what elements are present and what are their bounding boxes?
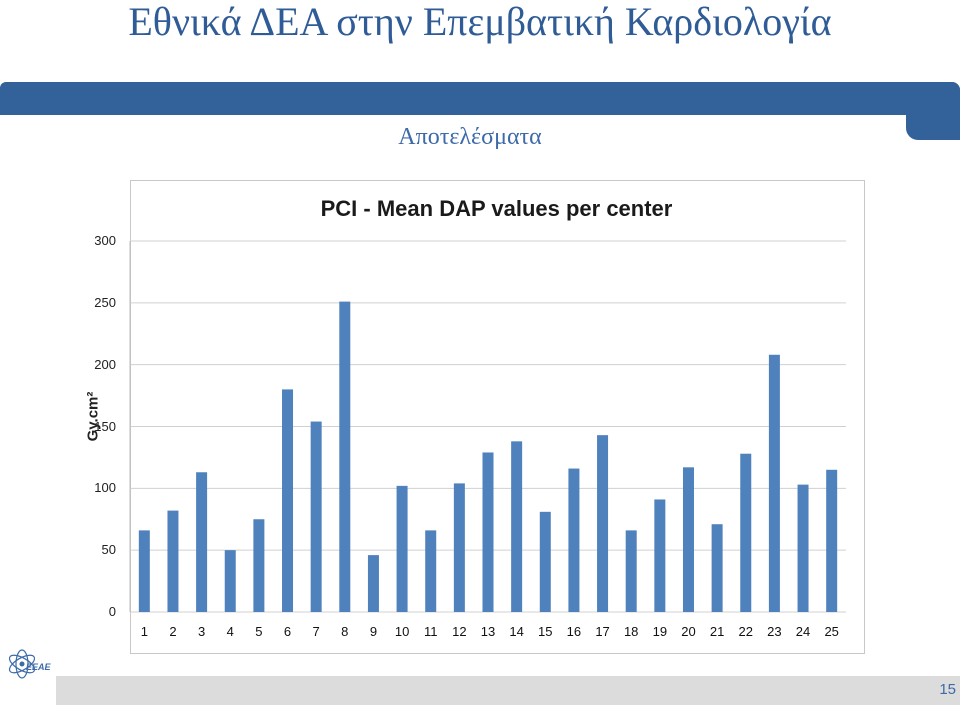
slide-title: Εθνικά ΔΕΑ στην Επεμβατική Καρδιολογία — [128, 0, 832, 44]
x-tick-label: 11 — [423, 624, 438, 639]
eeae-logo-icon: ΕΕΑΕ — [8, 649, 52, 679]
x-tick-label: 1 — [140, 624, 148, 639]
x-tick-label: 25 — [824, 624, 839, 639]
bar-center-8 — [339, 301, 351, 612]
y-tick-label: 300 — [94, 233, 116, 248]
header-band — [0, 82, 960, 115]
slide-subtitle: Αποτελέσματα — [398, 124, 542, 150]
page-number: 15 — [939, 681, 956, 698]
bar-center-4 — [224, 550, 236, 612]
x-tick-label: 16 — [566, 624, 582, 639]
y-tick-label: 50 — [101, 542, 116, 558]
bar-center-24 — [797, 484, 809, 612]
footer-bar — [56, 676, 960, 705]
x-tick-label: 8 — [341, 624, 349, 639]
x-tick-label: 17 — [595, 624, 610, 639]
bar-center-21 — [711, 524, 723, 612]
x-tick-label: 19 — [652, 624, 668, 639]
x-tick-label: 9 — [369, 624, 378, 639]
bar-center-7 — [310, 421, 322, 612]
y-tick-label: 0 — [108, 604, 116, 619]
x-tick-label: 15 — [538, 624, 553, 639]
bar-center-19 — [654, 499, 666, 612]
bar-center-16 — [568, 468, 580, 612]
x-tick-label: 4 — [226, 624, 234, 639]
bar-center-6 — [282, 389, 294, 612]
bar-center-23 — [768, 354, 780, 612]
x-tick-label: 3 — [197, 624, 206, 639]
bar-center-5 — [253, 519, 265, 612]
x-tick-label: 14 — [509, 624, 524, 639]
y-tick-label: 200 — [94, 356, 116, 372]
x-tick-label: 13 — [480, 624, 496, 639]
y-axis-label: Gy.cm² — [84, 391, 102, 442]
bar-center-15 — [539, 511, 551, 612]
x-tick-label: 6 — [283, 624, 292, 639]
y-tick-label: 250 — [94, 294, 116, 310]
x-tick-label: 20 — [681, 624, 696, 639]
header-band-tab — [906, 82, 960, 140]
bar-center-25 — [826, 469, 838, 612]
svg-text:ΕΕΑΕ: ΕΕΑΕ — [26, 662, 52, 672]
bar-center-2 — [167, 510, 179, 612]
bar-center-22 — [740, 453, 752, 612]
bar-center-10 — [396, 485, 408, 612]
x-tick-label: 23 — [767, 624, 782, 639]
bar-center-12 — [453, 483, 465, 612]
bar-center-17 — [597, 435, 609, 612]
x-tick-label: 12 — [452, 624, 467, 639]
x-tick-label: 18 — [623, 624, 639, 639]
bar-center-11 — [425, 530, 437, 612]
bar-center-14 — [511, 441, 523, 612]
x-tick-label: 24 — [795, 624, 811, 639]
chart-title: PCI - Mean DAP values per center — [320, 196, 673, 221]
y-tick-label: 100 — [94, 480, 116, 496]
x-tick-label: 7 — [312, 624, 320, 639]
bar-center-1 — [138, 530, 150, 612]
bar-center-18 — [625, 530, 637, 612]
x-tick-label: 22 — [738, 624, 753, 639]
bar-center-20 — [682, 467, 694, 612]
bar-center-13 — [482, 452, 494, 612]
bar-center-9 — [367, 555, 379, 612]
bar-center-3 — [196, 472, 208, 612]
y-tick-label: 150 — [94, 418, 116, 434]
x-tick-label: 5 — [255, 624, 263, 639]
x-tick-label: 21 — [709, 624, 725, 639]
x-tick-label: 10 — [394, 624, 410, 639]
x-tick-label: 2 — [169, 624, 177, 639]
